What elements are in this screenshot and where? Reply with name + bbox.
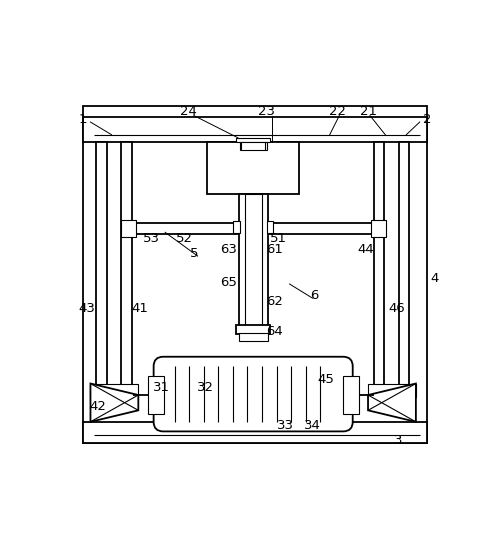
Text: 45: 45 — [318, 373, 334, 386]
Bar — [90, 383, 138, 397]
Bar — [96, 142, 107, 386]
Bar — [267, 221, 274, 233]
Bar — [148, 376, 164, 414]
Polygon shape — [90, 383, 138, 422]
Text: 53: 53 — [143, 231, 160, 245]
Bar — [371, 220, 386, 237]
Text: 1: 1 — [79, 113, 87, 126]
Text: 5: 5 — [190, 247, 198, 260]
Text: 3: 3 — [394, 435, 403, 447]
Bar — [368, 383, 416, 397]
Bar — [207, 142, 299, 194]
Bar — [239, 333, 268, 342]
Text: 46: 46 — [388, 302, 405, 315]
Bar — [121, 142, 132, 386]
Bar — [236, 138, 270, 142]
Text: 43: 43 — [78, 302, 95, 315]
Bar — [245, 194, 262, 334]
Text: 34: 34 — [304, 419, 321, 432]
Text: 52: 52 — [176, 231, 193, 245]
Text: 6: 6 — [310, 289, 319, 302]
Text: 64: 64 — [266, 325, 283, 338]
Bar — [374, 142, 384, 386]
Bar — [240, 142, 267, 150]
Text: 41: 41 — [132, 302, 149, 315]
Bar — [132, 223, 375, 234]
Bar — [239, 194, 268, 326]
Bar — [83, 106, 427, 443]
Text: 31: 31 — [153, 381, 170, 394]
Text: 65: 65 — [220, 276, 237, 289]
Text: 63: 63 — [220, 243, 237, 256]
Text: 2: 2 — [423, 113, 432, 126]
Text: 33: 33 — [277, 419, 294, 432]
Text: 44: 44 — [358, 243, 374, 256]
Bar — [83, 117, 427, 142]
Text: 61: 61 — [266, 243, 283, 256]
Polygon shape — [368, 383, 416, 422]
Text: 22: 22 — [329, 105, 346, 118]
FancyBboxPatch shape — [154, 356, 353, 431]
Text: 32: 32 — [197, 381, 214, 394]
Bar — [233, 221, 240, 233]
Bar — [343, 376, 359, 414]
Text: 51: 51 — [270, 231, 287, 245]
Bar — [83, 422, 427, 443]
Text: 24: 24 — [180, 105, 197, 118]
Text: 42: 42 — [90, 400, 107, 413]
Bar — [399, 142, 410, 386]
Text: 23: 23 — [258, 105, 275, 118]
Text: 4: 4 — [431, 272, 439, 285]
Bar — [121, 220, 136, 237]
Text: 21: 21 — [360, 105, 376, 118]
Text: 62: 62 — [266, 295, 283, 307]
Bar — [236, 325, 270, 334]
